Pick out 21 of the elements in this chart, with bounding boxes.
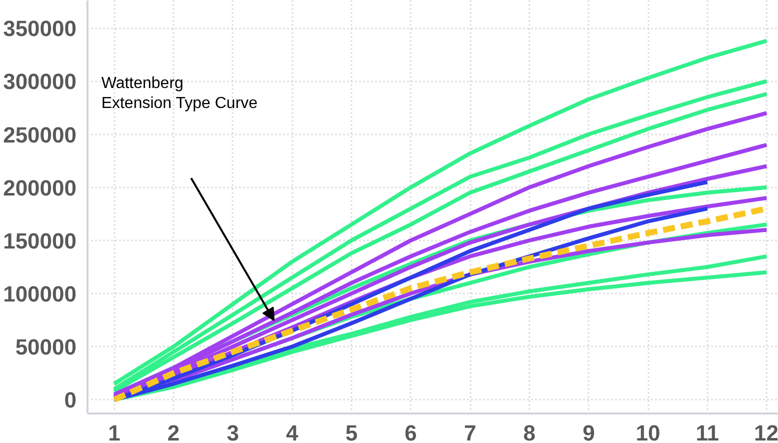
x-tick-label: 8 — [523, 420, 536, 443]
x-tick-label: 12 — [754, 420, 778, 443]
x-tick-label: 6 — [404, 420, 417, 443]
y-tick-label: 50000 — [15, 334, 77, 360]
annotation: Wattenberg Extension Type Curve — [101, 74, 258, 112]
x-tick-label: 4 — [286, 420, 300, 443]
x-tick-label: 11 — [696, 420, 719, 443]
x-tick-label: 10 — [636, 420, 660, 443]
y-tick-label: 300000 — [3, 69, 77, 94]
x-tick-label: 9 — [582, 420, 595, 443]
y-tick-label: 100000 — [3, 282, 77, 307]
y-tick-label: 250000 — [3, 122, 77, 148]
x-tick-label: 7 — [464, 420, 476, 443]
y-tick-label: 200000 — [3, 175, 77, 200]
x-tick-label: 1 — [108, 420, 120, 443]
x-tick-label: 5 — [345, 420, 358, 443]
x-tick-label: 2 — [167, 420, 180, 443]
y-tick-label: 350000 — [3, 16, 77, 42]
y-tick-label: 150000 — [3, 228, 77, 254]
x-tick-label: 3 — [226, 420, 239, 443]
y-tick-label: 0 — [64, 388, 77, 413]
